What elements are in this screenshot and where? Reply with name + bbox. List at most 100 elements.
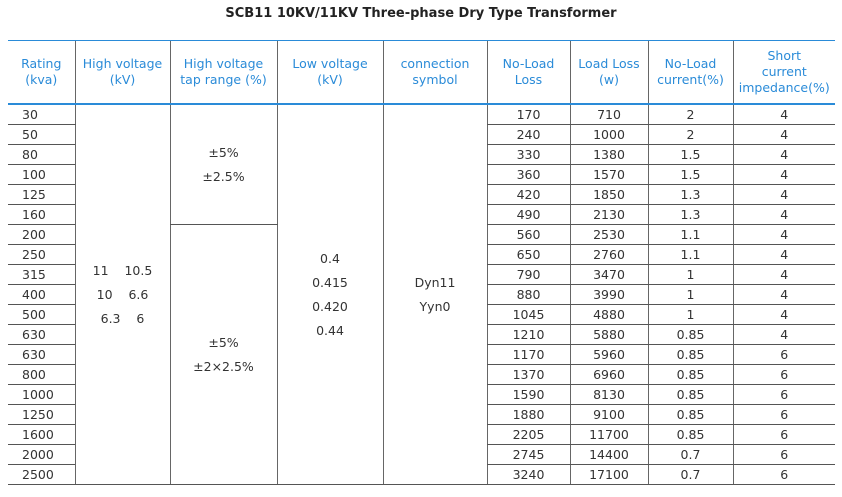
value-cell: 0.85 xyxy=(647,404,733,425)
spec-table: Rating (kva) High voltage (kV) High voltage t… xyxy=(8,40,835,485)
header-cell: Low voltage (kV) xyxy=(276,40,383,105)
rating-cell: 500 xyxy=(8,304,75,325)
value-cell: 8130 xyxy=(569,384,648,405)
header-line: Short xyxy=(767,48,802,63)
value-cell: 3470 xyxy=(569,264,648,285)
cell-line: 0.420 xyxy=(312,298,348,314)
value-cell: 2530 xyxy=(569,224,648,245)
rating-cell: 160 xyxy=(8,204,75,225)
cell-line: 0.44 xyxy=(316,322,344,338)
table-row: 630 1210 5880 0.85 4 xyxy=(8,324,835,345)
header-line: (kV) xyxy=(109,72,136,87)
value-cell: 1.1 xyxy=(647,244,733,265)
value-cell: 1.3 xyxy=(647,184,733,205)
cell-line: Dyn11 xyxy=(414,274,456,290)
table-row: 125 420 1850 1.3 4 xyxy=(8,184,835,205)
value-cell: 360 xyxy=(486,164,570,185)
table-row: 160 490 2130 1.3 4 xyxy=(8,204,835,225)
value-cell: 9100 xyxy=(569,404,648,425)
value-cell: 17100 xyxy=(569,464,648,485)
header-line: (w) xyxy=(599,72,619,87)
value-cell: 1210 xyxy=(486,324,570,345)
table-row: 30 11 10.5 10 6.6 6.3 6 ±5% ±2.5% 0.4 0.415 0.42… xyxy=(8,104,835,485)
value-cell: 1000 xyxy=(569,124,648,145)
value-cell: 1380 xyxy=(569,144,648,165)
rating-cell: 80 xyxy=(8,144,75,165)
value-cell: 790 xyxy=(486,264,570,285)
value-cell: 710 xyxy=(569,104,648,125)
table-row: 315 790 3470 1 4 xyxy=(8,264,835,285)
value-cell: 880 xyxy=(486,284,570,305)
value-cell: 2745 xyxy=(486,444,570,465)
value-cell: 4880 xyxy=(569,304,648,325)
value-cell: 0.85 xyxy=(647,324,733,345)
value-cell: 2 xyxy=(647,104,733,125)
header-line: High voltage xyxy=(82,56,163,71)
value-cell: 6 xyxy=(732,424,835,445)
rating-cell: 800 xyxy=(8,364,75,385)
value-cell: 0.85 xyxy=(647,424,733,445)
value-cell: 5880 xyxy=(569,324,648,345)
value-cell: 2205 xyxy=(486,424,570,445)
value-cell: 1370 xyxy=(486,364,570,385)
value-cell: 1.5 xyxy=(647,144,733,165)
header-cell: High voltage (kV) xyxy=(74,40,170,105)
cell-line: 10 6.6 xyxy=(96,286,149,302)
high-voltage-cell: 11 10.5 10 6.6 6.3 6 xyxy=(74,104,170,485)
value-cell: 6 xyxy=(732,384,835,405)
table-row: 250 650 2760 1.1 4 xyxy=(8,244,835,265)
table-row: 800 1370 6960 0.85 6 xyxy=(8,364,835,385)
tap-range-cell: ±5% ±2.5% xyxy=(169,104,277,225)
value-cell: 170 xyxy=(486,104,570,125)
rating-cell: 125 xyxy=(8,184,75,205)
value-cell: 3990 xyxy=(569,284,648,305)
table-row: 1250 1880 9100 0.85 6 xyxy=(8,404,835,425)
value-cell: 4 xyxy=(732,284,835,305)
rating-cell: 315 xyxy=(8,264,75,285)
rating-cell: 50 xyxy=(8,124,75,145)
header-line: symbol xyxy=(412,72,458,87)
header-line: (kV) xyxy=(317,72,343,87)
rating-cell: 2000 xyxy=(8,444,75,465)
table-row: 1600 2205 11700 0.85 6 xyxy=(8,424,835,445)
header-line: current(%) xyxy=(657,72,724,87)
value-cell: 3240 xyxy=(486,464,570,485)
value-cell: 4 xyxy=(732,304,835,325)
value-cell: 1.3 xyxy=(647,204,733,225)
value-cell: 1 xyxy=(647,304,733,325)
header-line: High voltage xyxy=(183,56,264,71)
value-cell: 4 xyxy=(732,104,835,125)
value-cell: 1 xyxy=(647,284,733,305)
rating-cell: 1000 xyxy=(8,384,75,405)
rating-cell: 30 xyxy=(8,104,75,125)
table-row: 200 ±5% ±2×2.5% 560 2530 1.1 4 xyxy=(8,224,835,485)
value-cell: 1850 xyxy=(569,184,648,205)
value-cell: 1.5 xyxy=(647,164,733,185)
value-cell: 0.85 xyxy=(647,364,733,385)
value-cell: 4 xyxy=(732,324,835,345)
value-cell: 4 xyxy=(732,224,835,245)
header-cell: Short current impedance(%) xyxy=(732,40,835,105)
header-line: connection xyxy=(400,56,470,71)
value-cell: 6 xyxy=(732,344,835,365)
value-cell: 330 xyxy=(486,144,570,165)
table-row: 50 240 1000 2 4 xyxy=(8,124,835,145)
cell-line: Yyn0 xyxy=(419,298,451,314)
rating-cell: 1600 xyxy=(8,424,75,445)
value-cell: 2130 xyxy=(569,204,648,225)
cell-line: ±2×2.5% xyxy=(193,358,254,374)
value-cell: 4 xyxy=(732,264,835,285)
value-cell: 420 xyxy=(486,184,570,205)
low-voltage-cell: 0.4 0.415 0.420 0.44 xyxy=(276,104,383,485)
table-row: 2500 3240 17100 0.7 6 xyxy=(8,464,835,485)
table-body: 30 11 10.5 10 6.6 6.3 6 ±5% ±2.5% 0.4 0.415 0.42… xyxy=(8,104,835,485)
value-cell: 650 xyxy=(486,244,570,265)
header-line: tap range (%) xyxy=(180,72,267,87)
cell-line: 0.415 xyxy=(312,274,348,290)
rating-cell: 400 xyxy=(8,284,75,305)
value-cell: 4 xyxy=(732,164,835,185)
value-cell: 4 xyxy=(732,204,835,225)
header-cell: Load Loss (w) xyxy=(569,40,648,105)
header-cell: connection symbol xyxy=(382,40,487,105)
